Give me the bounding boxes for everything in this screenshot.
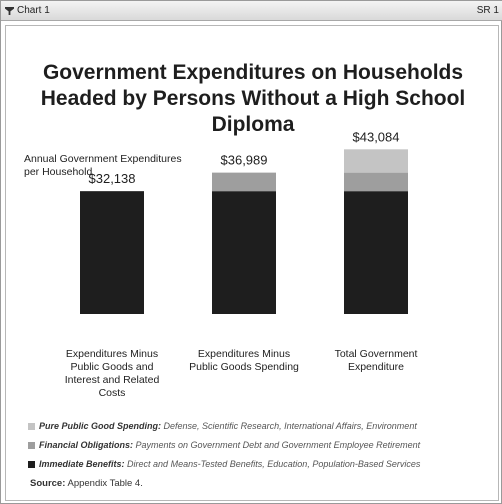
legend-swatch xyxy=(28,461,35,468)
report-tag: SR 1 xyxy=(476,5,499,16)
chart-panel: Government Expenditures on Households He… xyxy=(5,25,499,501)
bar-total-label-3: $43,084 xyxy=(353,129,400,144)
bar-total-label-1: $32,138 xyxy=(89,171,136,186)
source-note: Source: Appendix Table 4. xyxy=(30,478,143,489)
bar-2-segment-2 xyxy=(212,172,276,192)
category-label-3: Total Government Expenditure xyxy=(334,348,418,373)
source-text: Appendix Table 4. xyxy=(67,478,143,489)
category-label-2: Expenditures Minus Public Goods Spending xyxy=(189,348,299,373)
legend-swatch xyxy=(28,442,35,449)
source-label: Source: xyxy=(30,478,66,489)
bar-2-segment-1 xyxy=(212,191,276,314)
tab-label[interactable]: Chart 1 xyxy=(17,5,50,16)
legend-desc: Payments on Government Debt and Governme… xyxy=(135,440,421,450)
bar-3-segment-2 xyxy=(344,172,408,192)
legend-desc: Defense, Scientific Research, Internatio… xyxy=(163,421,417,431)
legend-item-financial-obligations: Financial Obligations: Payments on Gover… xyxy=(28,439,498,458)
legend-swatch xyxy=(28,423,35,430)
bar-total-label-2: $36,989 xyxy=(221,153,268,168)
legend-name: Financial Obligations xyxy=(39,440,131,450)
title-bar: Chart 1 SR 1 xyxy=(1,1,502,21)
bar-chart: $32,138 $36,989 $43,084 xyxy=(80,129,408,314)
bar-3-segment-3 xyxy=(344,149,408,173)
bar-3-segment-1 xyxy=(344,191,408,314)
category-label-1: Expenditures Minus Public Goods and Inte… xyxy=(64,348,160,399)
legend-name: Pure Public Good Spending xyxy=(39,421,159,431)
y-axis-label: Annual Government Expenditures per House… xyxy=(24,153,182,178)
legend: Pure Public Good Spending: Defense, Scie… xyxy=(28,420,498,477)
chart-title-text: Government Expenditures on Households He… xyxy=(40,61,466,136)
legend-desc: Direct and Means-Tested Benefits, Educat… xyxy=(127,459,421,469)
legend-item-immediate-benefits: Immediate Benefits: Direct and Means-Tes… xyxy=(28,458,498,477)
legend-name: Immediate Benefits xyxy=(39,459,122,469)
legend-item-pure-public-good: Pure Public Good Spending: Defense, Scie… xyxy=(28,420,498,439)
chart-tab-icon xyxy=(5,7,14,15)
chart-title: Government Expenditures on Households He… xyxy=(6,60,500,138)
bar-1-segment-1 xyxy=(80,191,144,314)
